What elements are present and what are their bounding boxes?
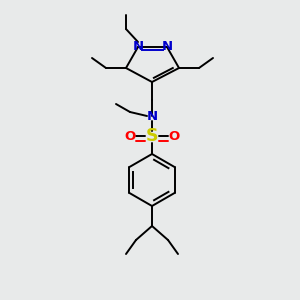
Text: N: N (132, 40, 144, 53)
Text: S: S (146, 127, 158, 145)
Text: O: O (124, 130, 136, 142)
Text: N: N (161, 40, 172, 53)
Text: N: N (146, 110, 158, 122)
Text: O: O (168, 130, 180, 142)
